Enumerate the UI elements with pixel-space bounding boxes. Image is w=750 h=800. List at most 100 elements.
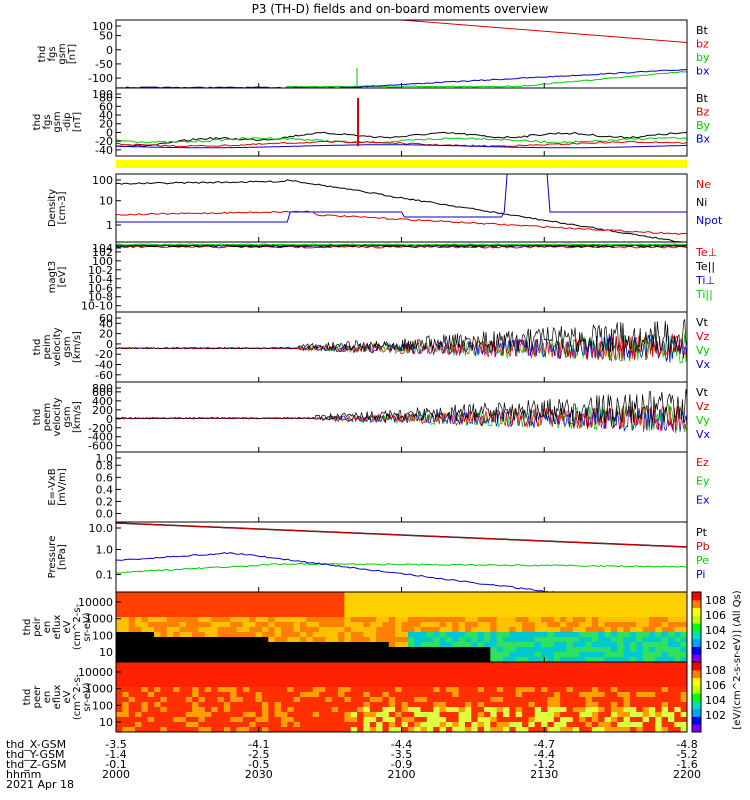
spectrogram-cell — [515, 692, 523, 698]
spectrogram-cell — [496, 662, 504, 668]
spectrogram-cell — [363, 597, 371, 603]
spectrogram-cell — [509, 622, 517, 628]
spectrogram-cell — [490, 667, 498, 673]
spectrogram-cell — [591, 707, 599, 713]
spectrogram-cell — [350, 592, 358, 598]
spectrogram-cell — [477, 607, 485, 613]
spectrogram-cell — [420, 672, 428, 678]
spectrogram-cell — [680, 647, 687, 653]
series-line — [116, 562, 687, 574]
spectrogram-cell — [242, 667, 250, 673]
spectrogram-cell — [223, 727, 231, 732]
spectrogram-cell — [610, 692, 618, 698]
spectrogram-cell — [268, 607, 276, 613]
spectrogram-cell — [204, 712, 212, 718]
spectrogram-cell — [230, 642, 238, 648]
spectrogram-cell — [217, 662, 225, 668]
spectrogram-cell — [325, 592, 333, 598]
spectrogram-cell — [572, 647, 580, 653]
spectrogram-cell — [598, 667, 606, 673]
spectrogram-cell — [204, 672, 212, 678]
spectrogram-cell — [395, 717, 403, 723]
spectrogram-cell — [458, 692, 466, 698]
spectrogram-cell — [192, 617, 200, 623]
spectrogram-cell — [338, 682, 345, 688]
spectrogram-cell — [223, 652, 231, 658]
spectrogram-cell — [401, 642, 409, 648]
y-tick-label: 0.2 — [96, 495, 114, 508]
colorbar-swatch — [692, 724, 701, 733]
spectrogram-cell — [661, 647, 669, 653]
spectrogram-cell — [116, 612, 123, 618]
spectrogram-cell — [192, 692, 200, 698]
spectrogram-cell — [280, 597, 288, 603]
spectrogram-cell — [629, 697, 637, 703]
spectrogram-cell — [280, 617, 288, 623]
spectrogram-cell — [376, 602, 384, 608]
spectrogram-cell — [598, 717, 606, 723]
spectrogram-cell — [287, 667, 295, 673]
spectrogram-cell — [547, 662, 555, 668]
y-axis-label: velocity — [52, 327, 63, 366]
spectrogram-cell — [388, 602, 396, 608]
spectrogram-cell — [280, 677, 288, 683]
spectrogram-cell — [534, 692, 542, 698]
spectrogram-cell — [204, 617, 212, 623]
spectrogram-cell — [204, 667, 212, 673]
spectrogram-cell — [122, 722, 130, 728]
spectrogram-cell — [477, 677, 485, 683]
spectrogram-cell — [560, 717, 568, 723]
spectrogram-cell — [173, 592, 181, 598]
spectrogram-cell — [674, 667, 682, 673]
ephemeris-value: -1.4 — [105, 748, 126, 761]
spectrogram-cell — [610, 612, 618, 618]
spectrogram-cell — [128, 612, 136, 618]
spectrogram-cell — [553, 677, 561, 683]
spectrogram-cell — [420, 662, 428, 668]
spectrogram-cell — [667, 727, 675, 732]
spectrogram-cell — [579, 702, 587, 708]
spectrogram-cell — [674, 672, 682, 678]
spectrogram-cell — [636, 722, 644, 728]
y-axis-label: [mV/m] — [57, 468, 68, 506]
spectrogram-cell — [553, 712, 561, 718]
spectrogram-cell — [598, 592, 606, 598]
spectrogram-cell — [141, 657, 149, 662]
spectrogram-cell — [471, 597, 479, 603]
spectrogram-cell — [141, 682, 149, 688]
ephemeris-value: 2200 — [673, 768, 701, 781]
spectrogram-cell — [566, 692, 574, 698]
spectrogram-cell — [185, 702, 193, 708]
spectrogram-cell — [261, 702, 269, 708]
spectrogram-cell — [395, 697, 403, 703]
spectrogram-cell — [382, 617, 390, 623]
spectrogram-cell — [306, 717, 314, 723]
spectrogram-cell — [268, 692, 276, 698]
spectrogram-cell — [261, 727, 269, 732]
spectrogram-cell — [280, 717, 288, 723]
spectrogram-cell — [350, 657, 358, 662]
spectrogram-cell — [655, 627, 663, 633]
spectrogram-cell — [648, 652, 656, 658]
spectrogram-cell — [395, 667, 403, 673]
spectrogram-cell — [655, 727, 663, 732]
spectrogram-cell — [553, 727, 561, 732]
spectrogram-cell — [515, 617, 523, 623]
spectrogram-cell — [503, 612, 510, 618]
spectrogram-cell — [598, 597, 606, 603]
spectrogram-cell — [515, 637, 523, 643]
spectrogram-cell — [173, 692, 181, 698]
spectrogram-cell — [116, 597, 123, 603]
spectrogram-cell — [401, 682, 409, 688]
spectrogram-cell — [160, 667, 168, 673]
spectrogram-cell — [369, 697, 377, 703]
spectrogram-cell — [680, 702, 687, 708]
spectrogram-cell — [471, 622, 479, 628]
y-tick-label: 10-4 — [88, 273, 113, 286]
spectrogram-cell — [135, 667, 142, 673]
spectrogram-cell — [667, 617, 675, 623]
spectrogram-cell — [471, 647, 479, 653]
